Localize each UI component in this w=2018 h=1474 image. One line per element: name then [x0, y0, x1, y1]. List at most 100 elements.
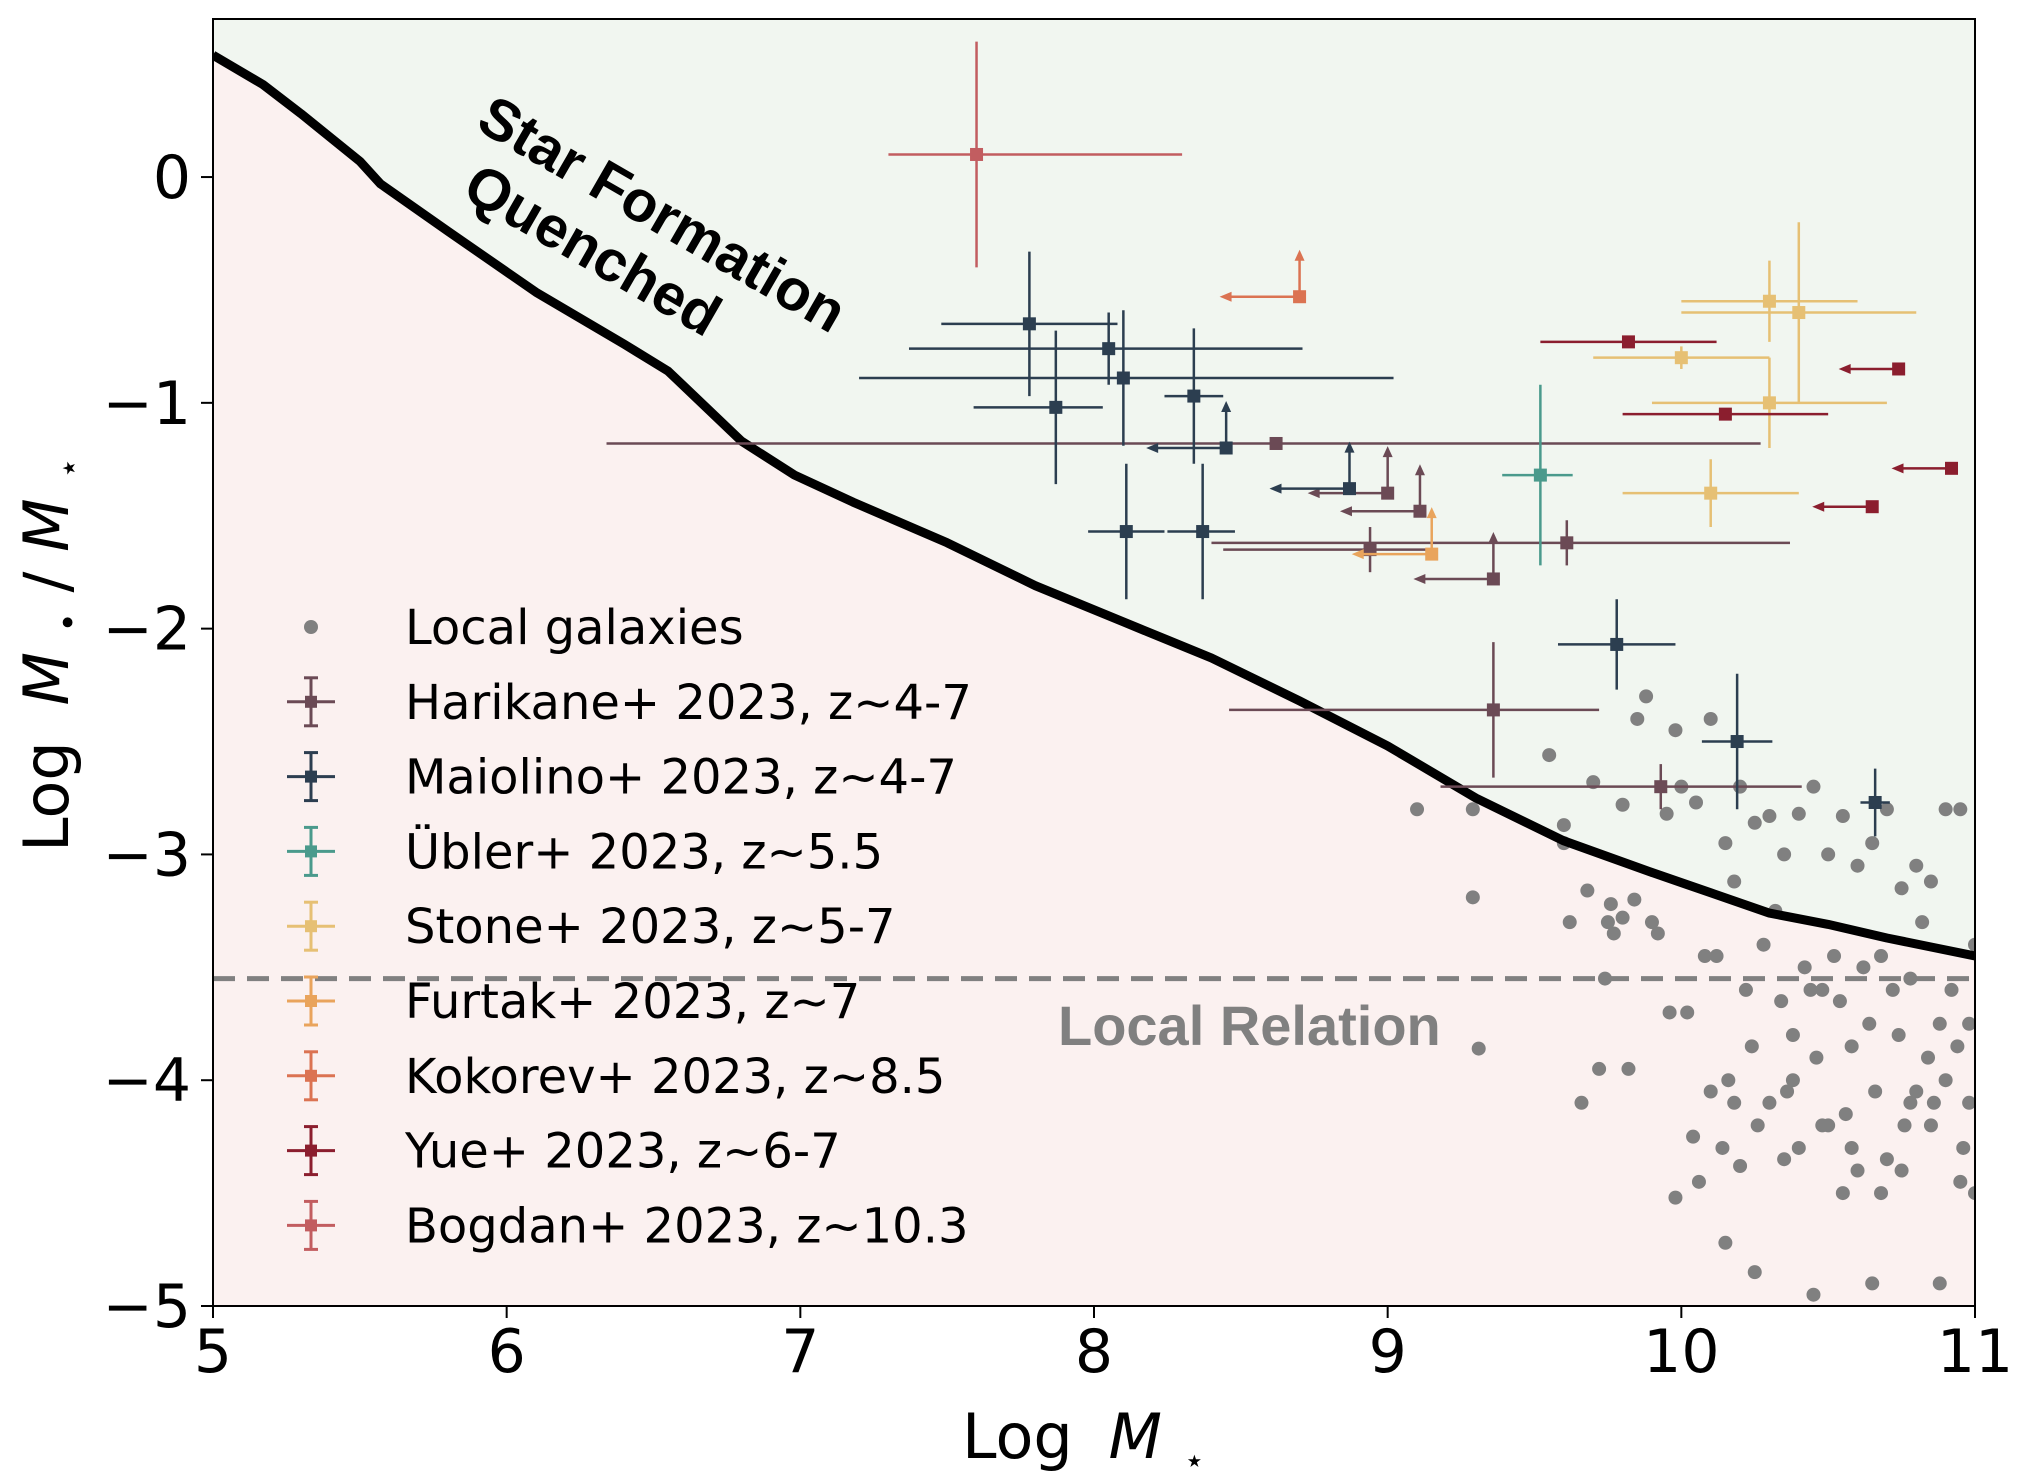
local-galaxy-point	[1797, 960, 1812, 975]
data-marker	[1718, 407, 1732, 421]
series-maiolino	[859, 251, 1890, 837]
local-galaxy-point	[1471, 1041, 1486, 1056]
local-galaxy-point	[1885, 982, 1900, 997]
local-galaxy-point	[1791, 806, 1806, 821]
data-point	[1860, 768, 1890, 837]
local-galaxy-point	[1815, 982, 1830, 997]
y-tick-label: −2	[103, 595, 191, 665]
data-marker	[1049, 400, 1063, 414]
data-point	[1351, 507, 1439, 561]
local-galaxy-point	[1606, 926, 1621, 941]
legend-label: Übler+ 2023, z~5.5	[405, 824, 883, 880]
local-galaxy-point	[1897, 1118, 1912, 1133]
y-axis-label-slash: /	[10, 572, 83, 593]
data-marker	[1269, 436, 1283, 450]
local-galaxy-point	[1621, 1061, 1636, 1076]
local-galaxy-point	[1718, 836, 1733, 851]
local-galaxy-point	[1650, 926, 1665, 941]
local-galaxy-point	[1756, 937, 1771, 952]
data-marker	[1730, 735, 1744, 749]
x-tick-label: 10	[1643, 1317, 1719, 1387]
legend-marker-square	[305, 695, 317, 708]
data-point	[1413, 531, 1500, 586]
local-galaxy-point	[1580, 883, 1595, 898]
legend-item: Harikane+ 2023, z~4-7	[287, 675, 972, 731]
y-axis: 0 −1 −2 −3 −4 −5	[103, 143, 213, 1342]
local-galaxy-point	[1815, 1118, 1830, 1133]
data-marker	[970, 147, 984, 161]
data-point	[888, 41, 1183, 268]
legend-label: Maiolino+ 2023, z~4-7	[405, 750, 957, 806]
local-galaxy-point	[1762, 809, 1777, 824]
local-relation-label: Local Relation	[1058, 994, 1441, 1057]
quenching-boundary-curve	[213, 51, 1975, 961]
data-marker	[1119, 525, 1133, 539]
data-point	[1622, 459, 1799, 528]
local-galaxy-point	[1762, 1095, 1777, 1110]
legend-label: Yue+ 2023, z~6-7	[404, 1124, 841, 1180]
local-galaxy-point	[1597, 971, 1612, 986]
local-galaxy-point	[1809, 1050, 1824, 1065]
y-tick-label: −4	[103, 1046, 191, 1116]
local-galaxy-point	[1835, 809, 1850, 824]
local-galaxy-point	[1850, 1163, 1865, 1178]
local-galaxy-point	[1953, 1174, 1968, 1189]
local-galaxy-point	[1668, 723, 1683, 738]
local-galaxy-point	[1835, 1186, 1850, 1201]
local-galaxy-point	[1721, 1073, 1736, 1088]
y-tick-label: −3	[103, 820, 191, 890]
local-galaxy-point	[1909, 858, 1924, 873]
data-marker	[1868, 795, 1882, 809]
x-tick-label: 5	[194, 1317, 232, 1387]
data-point	[1838, 362, 1906, 376]
local-galaxy-point	[1926, 1095, 1941, 1110]
data-point	[1229, 642, 1600, 778]
local-galaxy-point	[1718, 1235, 1733, 1250]
series-kokorev	[1219, 249, 1307, 304]
local-galaxy-point	[1838, 1107, 1853, 1122]
local-galaxy-point	[1703, 711, 1718, 726]
local-galaxy-point	[1785, 1073, 1800, 1088]
arrow-left-head	[1219, 291, 1232, 302]
observations	[606, 41, 1959, 837]
y-tick-label: −1	[103, 369, 191, 439]
local-galaxy-point	[1923, 874, 1938, 889]
data-marker	[1381, 486, 1395, 500]
series-harikane	[606, 436, 1802, 810]
local-galaxy-point	[1894, 881, 1909, 896]
series-stone	[1593, 222, 1917, 528]
local-galaxy-point	[1603, 897, 1618, 912]
legend-marker-square	[305, 1144, 317, 1157]
data-marker	[1792, 306, 1806, 320]
y-axis-label-subscript-2: ⋆	[49, 457, 89, 478]
data-marker	[1674, 351, 1688, 365]
data-marker	[1196, 525, 1210, 539]
local-galaxy-point	[1821, 847, 1836, 862]
data-point	[606, 436, 1761, 450]
data-point	[1088, 463, 1165, 600]
local-galaxy-point	[1844, 1140, 1859, 1155]
legend-item: Furtak+ 2023, z~7	[287, 974, 860, 1030]
arrow-left-head	[1351, 549, 1364, 560]
data-marker	[1102, 342, 1116, 356]
local-galaxy-point	[1968, 1186, 1975, 1201]
data-marker	[1610, 637, 1624, 651]
local-galaxy-point	[1879, 802, 1894, 817]
y-axis-label-text: Log	[10, 741, 83, 852]
local-galaxy-point	[1777, 1152, 1792, 1167]
local-galaxy-point	[1956, 1140, 1971, 1155]
y-tick-label: −5	[103, 1272, 191, 1342]
local-galaxy-point	[1865, 836, 1880, 851]
below-boundary-region	[213, 55, 1975, 1306]
local-galaxy-point	[1556, 818, 1571, 833]
legend-marker-square	[305, 845, 317, 858]
local-galaxy-point	[1689, 795, 1704, 810]
local-galaxy-point	[1806, 779, 1821, 794]
data-point	[1219, 249, 1307, 304]
x-axis-label-symbol: M	[1108, 1400, 1162, 1473]
local-galaxy-point	[1832, 994, 1847, 1009]
local-galaxy-point	[1903, 971, 1918, 986]
data-point	[1211, 520, 1790, 566]
legend-item: Maiolino+ 2023, z~4-7	[287, 750, 957, 806]
arrow-up-head	[1382, 446, 1393, 458]
